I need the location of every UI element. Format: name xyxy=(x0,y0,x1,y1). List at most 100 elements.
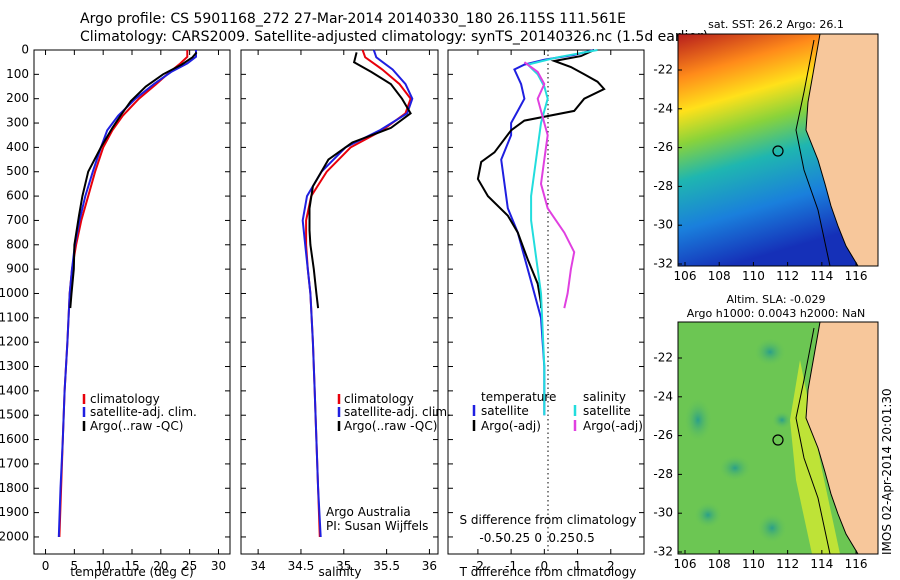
depth-axis: 0 100 200 300 400 500 600 700 800 900 1000 1100 1200… xyxy=(0,43,644,543)
x-tick-label: 35.5 xyxy=(373,559,400,573)
lon-tick-label: 106 xyxy=(674,557,697,571)
depth-tick-label: 400 xyxy=(6,140,29,154)
series-line xyxy=(500,49,595,416)
depth-tick-label: 300 xyxy=(6,116,29,130)
x-tick-label: -1 xyxy=(505,559,517,573)
depth-tick-label: 100 xyxy=(6,67,29,81)
legend-label: satellite xyxy=(481,404,529,418)
lat-tick-label: -32 xyxy=(653,257,673,271)
profile-title: Argo profile: CS 5901168_272 27-Mar-2014… xyxy=(80,11,627,27)
sst-map-axes: 106 108 110 112 114 116 -22 -24 -26 -28 -30 -32 xyxy=(653,63,867,283)
lat-tick-label: -24 xyxy=(653,101,673,115)
salinity-plot-frame xyxy=(240,49,439,555)
lat-tick-label: -26 xyxy=(653,140,673,154)
series-line xyxy=(69,51,198,309)
x-tick-label: 30 xyxy=(211,559,226,573)
series-line xyxy=(308,52,412,309)
pi-note: PI: Susan Wijffels xyxy=(326,519,428,533)
x-tick-label: 15 xyxy=(124,559,139,573)
sla-map-title-line2: Argo h1000: 0.0043 h2000: NaN xyxy=(687,307,866,320)
legend-label: Argo(-adj) xyxy=(481,419,541,433)
lon-tick-label: 110 xyxy=(742,557,765,571)
lat-tick-label: -30 xyxy=(653,218,673,232)
t-difference-axis-label: T difference from climatology xyxy=(459,565,637,579)
lon-tick-label: 114 xyxy=(810,557,833,571)
depth-tick-label: 700 xyxy=(6,213,29,227)
lat-tick-label: -22 xyxy=(653,351,673,365)
depth-tick-label: 0 xyxy=(21,43,29,57)
temperature-plot-frame xyxy=(33,49,231,555)
salinity-lines xyxy=(301,49,414,538)
legend-label: satellite-adj. clim. xyxy=(344,405,451,419)
lat-tick-label: -28 xyxy=(653,467,673,481)
lon-tick-label: 106 xyxy=(674,269,697,283)
depth-tick-label: 600 xyxy=(6,189,29,203)
x-tick-label: 34.5 xyxy=(288,559,315,573)
x-tick-label: 36 xyxy=(422,559,437,573)
lat-tick-label: -28 xyxy=(653,179,673,193)
series-line xyxy=(476,49,606,309)
argo-position-marker xyxy=(772,434,784,446)
x-tick-label: 20 xyxy=(153,559,168,573)
depth-tick-label: 1600 xyxy=(0,432,29,446)
depth-tick-label: 500 xyxy=(6,164,29,178)
sst-map xyxy=(677,33,879,267)
series-line xyxy=(57,50,197,538)
legend-label: satellite xyxy=(583,404,631,418)
x-tick-label: 25 xyxy=(182,559,197,573)
depth-tick-label: 2000 xyxy=(0,529,29,543)
lat-tick-label: -22 xyxy=(653,63,673,77)
x-tick-label: -0.25 xyxy=(499,531,530,545)
depth-tick-label: 900 xyxy=(6,262,29,276)
depth-tick-label: 1100 xyxy=(0,310,29,324)
legend-title: salinity xyxy=(583,390,626,404)
lat-tick-label: -32 xyxy=(653,545,673,559)
temperature-legend: climatology satellite-adj. clim. Argo(..… xyxy=(82,392,197,433)
x-tick-label: 0 xyxy=(541,559,549,573)
difference-legend: temperature salinity satellite Argo(-adj… xyxy=(472,390,643,433)
temperature-axis-label: temperature (deg C) xyxy=(70,565,193,579)
series-line xyxy=(523,61,576,309)
x-tick-label: 1 xyxy=(574,559,582,573)
legend-label: climatology xyxy=(90,392,160,406)
x-tick-label: 0.5 xyxy=(576,531,595,545)
salinity-axis-label: salinity xyxy=(318,565,361,579)
legend-label: satellite-adj. clim. xyxy=(90,405,197,419)
legend-label: Argo(..raw -QC) xyxy=(344,419,437,433)
x-axes: 0 5 10 15 20 25 30 34 34.5 35 35.5 36 -2 -1 0 1 2 -0.5-0.… xyxy=(42,50,615,573)
lat-tick-label: -30 xyxy=(653,506,673,520)
lon-tick-label: 116 xyxy=(845,269,868,283)
depth-tick-label: 1500 xyxy=(0,408,29,422)
legend-title: temperature xyxy=(481,390,556,404)
lon-tick-label: 112 xyxy=(776,269,799,283)
depth-tick-label: 1200 xyxy=(0,335,29,349)
legend-label: Argo(..raw -QC) xyxy=(90,419,183,433)
series-line xyxy=(301,49,414,538)
depth-tick-label: 1900 xyxy=(0,505,29,519)
x-tick-label: 5 xyxy=(71,559,79,573)
s-difference-axis-label: S difference from climatology xyxy=(460,513,637,527)
depth-tick-label: 200 xyxy=(6,91,29,105)
depth-tick-label: 1400 xyxy=(0,383,29,397)
depth-tick-label: 1000 xyxy=(0,286,29,300)
argo-position-marker xyxy=(772,145,784,157)
x-tick-label: -2 xyxy=(472,559,484,573)
climatology-title: Climatology: CARS2009. Satellite-adjuste… xyxy=(80,29,709,45)
lon-tick-label: 112 xyxy=(776,557,799,571)
legend-label: Argo(-adj) xyxy=(583,419,643,433)
difference-lines xyxy=(476,49,606,416)
shelf-contour xyxy=(795,39,831,267)
lon-tick-label: 108 xyxy=(708,557,731,571)
sla-map xyxy=(677,321,879,555)
argo-australia-note: Argo Australia xyxy=(326,505,411,519)
depth-tick-label: 1300 xyxy=(0,359,29,373)
lon-tick-label: 108 xyxy=(708,269,731,283)
lon-tick-label: 114 xyxy=(810,269,833,283)
depth-tick-label: 800 xyxy=(6,237,29,251)
x-tick-label: 34 xyxy=(250,559,265,573)
x-tick-label: 2 xyxy=(607,559,615,573)
shelf-contour xyxy=(795,327,831,555)
sla-map-axes: 106 108 110 112 114 116 -22 -24 -26 -28 -30 -32 xyxy=(653,351,867,571)
salinity-legend: climatology satellite-adj. clim. Argo(..… xyxy=(337,392,451,433)
